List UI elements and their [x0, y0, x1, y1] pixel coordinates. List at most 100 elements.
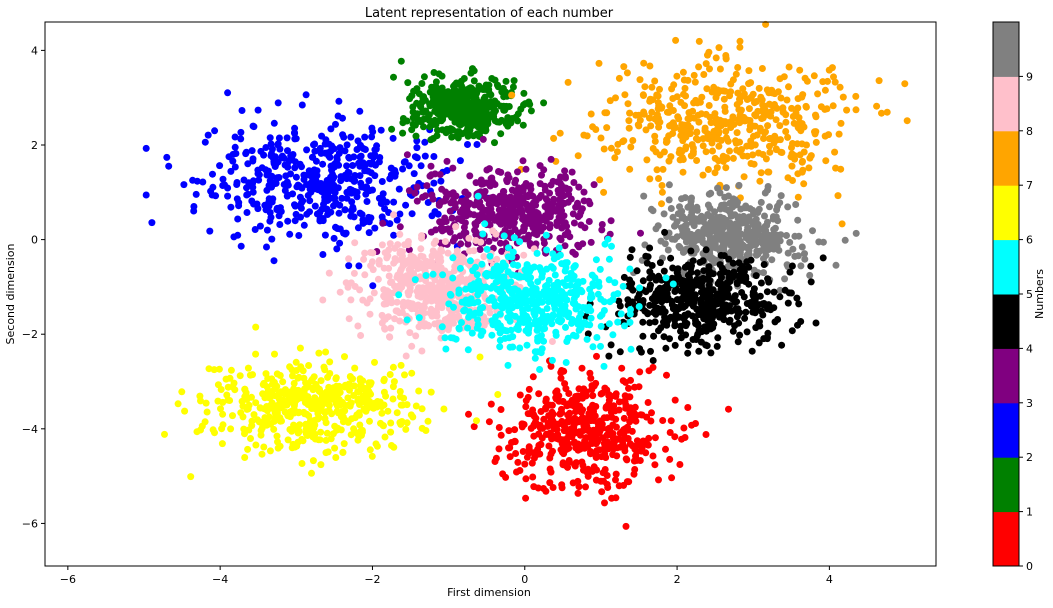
scatter-point-digit-6: [399, 401, 406, 409]
scatter-point-digit-7: [706, 113, 714, 121]
scatter-point-digit-2: [399, 165, 407, 173]
scatter-point-digit-9: [727, 212, 735, 220]
scatter-point-digit-9: [765, 245, 773, 253]
scatter-point-digit-7: [606, 97, 614, 105]
scatter-point-digit-4: [819, 254, 827, 262]
colorbar-segment-3: [993, 348, 1019, 404]
scatter-point-digit-1: [519, 121, 527, 129]
scatter-point-digit-8: [452, 223, 460, 231]
scatter-point-digit-7: [680, 90, 687, 98]
scatter-point-digit-6: [388, 442, 395, 449]
scatter-point-digit-9: [760, 255, 767, 263]
scatter-point-digit-7: [691, 78, 699, 86]
scatter-point-digit-2: [354, 137, 362, 145]
scatter-point-digit-5: [626, 310, 634, 318]
scatter-point-digit-7: [693, 129, 701, 136]
scatter-point-digit-0: [560, 367, 568, 375]
scatter-point-digit-4: [705, 296, 713, 304]
scatter-point-digit-3: [464, 199, 472, 207]
scatter-point-digit-6: [274, 438, 281, 446]
scatter-point-digit-7: [646, 62, 654, 70]
scatter-point-digit-3: [476, 246, 484, 253]
scatter-point-digit-3: [575, 183, 583, 191]
scatter-point-digit-3: [560, 200, 568, 207]
scatter-point-digit-3: [526, 239, 534, 247]
scatter-point-digit-0: [592, 476, 600, 484]
scatter-point-digit-7: [600, 145, 608, 153]
scatter-point-digit-4: [649, 357, 657, 364]
scatter-point-digit-7: [740, 113, 748, 121]
scatter-point-digit-9: [669, 213, 677, 221]
scatter-point-digit-9: [696, 232, 704, 240]
scatter-point-digit-6: [340, 440, 348, 448]
scatter-point-digit-6: [368, 401, 376, 408]
scatter-point-digit-3: [513, 194, 521, 202]
scatter-point-digit-7: [642, 126, 650, 134]
scatter-point-digit-8: [399, 303, 407, 310]
scatter-point-digit-0: [666, 429, 674, 436]
scatter-point-digit-2: [437, 177, 445, 185]
scatter-point-digit-4: [671, 341, 679, 349]
scatter-point-digit-3: [522, 235, 530, 243]
scatter-point-digit-2: [256, 222, 264, 230]
scatter-point-digit-3: [396, 223, 404, 231]
scatter-point-digit-5: [543, 305, 551, 312]
scatter-point-digit-6: [241, 393, 249, 401]
scatter-point-digit-6: [289, 440, 297, 448]
scatter-point-digit-8: [336, 288, 344, 296]
scatter-point-digit-6: [424, 417, 432, 425]
colorbar-tick-label: 4: [1026, 342, 1033, 355]
scatter-point-digit-9: [753, 251, 760, 258]
scatter-point-digit-5: [571, 299, 579, 307]
scatter-point-digit-6: [326, 358, 334, 366]
scatter-point-digit-6: [215, 365, 223, 373]
scatter-point-digit-1: [497, 130, 505, 138]
scatter-point-digit-0: [575, 385, 583, 393]
scatter-point-digit-9: [761, 212, 768, 220]
scatter-point-digit-3: [508, 186, 516, 194]
scatter-point-digit-6: [271, 350, 278, 358]
y-tick-label: −2: [22, 328, 38, 341]
scatter-point-digit-7: [675, 115, 683, 123]
scatter-point-digit-7: [651, 132, 659, 140]
scatter-point-digit-6: [380, 377, 388, 385]
scatter-point-digit-5: [475, 277, 482, 285]
scatter-point-digit-1: [388, 125, 396, 133]
scatter-point-digit-6: [397, 420, 405, 428]
scatter-point-digit-0: [521, 460, 529, 468]
scatter-point-digit-1: [484, 85, 492, 93]
scatter-point-digit-4: [729, 327, 737, 335]
scatter-point-digit-7: [814, 90, 822, 98]
scatter-point-digit-6: [350, 425, 358, 433]
scatter-point-digit-1: [456, 109, 464, 117]
scatter-point-digit-0: [631, 383, 639, 391]
scatter-point-digit-9: [776, 199, 784, 207]
scatter-point-digit-1: [479, 125, 487, 133]
scatter-point-digit-4: [757, 307, 765, 315]
scatter-point-digit-9: [795, 232, 803, 240]
scatter-point-digit-3: [462, 229, 470, 237]
scatter-point-digit-8: [393, 298, 401, 306]
scatter-point-digit-6: [393, 409, 401, 417]
scatter-point-digit-6: [415, 387, 423, 395]
scatter-point-digit-5: [548, 356, 556, 364]
scatter-point-digit-7: [679, 68, 687, 76]
scatter-point-digit-3: [566, 233, 574, 241]
scatter-point-digit-4: [656, 259, 664, 267]
scatter-point-digit-0: [540, 415, 548, 423]
scatter-point-digit-6: [258, 450, 266, 458]
scatter-point-digit-7: [684, 76, 692, 84]
scatter-point-digit-6: [373, 403, 381, 411]
scatter-point-digit-4: [652, 293, 660, 301]
scatter-point-digit-4: [681, 290, 689, 298]
scatter-point-digit-8: [457, 259, 465, 267]
scatter-point-digit-2: [364, 167, 372, 175]
scatter-point-digit-0: [649, 452, 657, 460]
scatter-point-digit-0: [602, 403, 610, 411]
scatter-point-digit-7: [737, 106, 745, 114]
scatter-point-digit-5: [548, 287, 556, 295]
scatter-point-digit-5: [504, 244, 512, 252]
scatter-point-digit-0: [605, 396, 613, 404]
scatter-point-digit-7: [838, 220, 846, 228]
scatter-point-digit-0: [572, 408, 580, 416]
